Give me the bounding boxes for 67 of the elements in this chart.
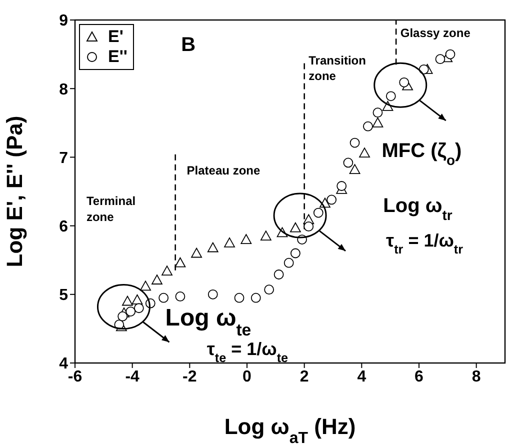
x-tick-label: 0 (242, 368, 252, 386)
x-tick-label: 6 (414, 368, 424, 386)
x-tick-label: 2 (300, 368, 309, 386)
legend-label: E' (108, 27, 124, 47)
point (234, 292, 244, 303)
annotation: Glassy zone (400, 26, 471, 40)
point (290, 248, 300, 258)
y-tick-label: 6 (59, 218, 68, 236)
point (240, 234, 252, 244)
point (399, 77, 410, 88)
point (207, 242, 218, 252)
point (326, 194, 337, 205)
point (132, 294, 143, 304)
point (118, 311, 128, 322)
annotation: Terminal zone (86, 194, 136, 224)
point (175, 292, 186, 302)
x-tick-label: -6 (68, 368, 82, 386)
point (372, 108, 383, 118)
point (152, 274, 162, 284)
legend-label: E'' (108, 47, 128, 67)
point (158, 292, 169, 303)
point (260, 230, 272, 241)
x-axis-title: Log ω$_{aT}$ (Hz) (224, 414, 356, 444)
point (304, 222, 314, 232)
annotation: B (181, 34, 196, 56)
y-tick-label: 4 (59, 356, 68, 373)
point (445, 49, 456, 60)
point (174, 257, 186, 268)
point (250, 292, 261, 303)
point (359, 148, 370, 158)
point (274, 270, 284, 280)
point (372, 117, 384, 128)
point (284, 258, 294, 268)
point (313, 208, 324, 218)
point (126, 306, 136, 316)
point (349, 164, 360, 174)
y-tick-label: 5 (59, 287, 68, 304)
point (264, 284, 274, 295)
point (191, 248, 202, 258)
x-tick-label: 8 (472, 368, 481, 386)
point (343, 158, 354, 168)
annotation: MFC (ζ$_{o}$) (382, 140, 462, 168)
point (162, 266, 172, 276)
y-tick-label: 7 (59, 150, 68, 167)
annotation: Log ω$_{tr}$ (383, 195, 453, 224)
point (386, 91, 396, 102)
point (363, 121, 373, 132)
point (208, 289, 218, 300)
annotation: τ$_{tr}$ = 1/ω$_{tr}$ (386, 230, 464, 256)
annotation: Log ω$_{te}$ (165, 304, 252, 339)
y-axis-title: Log E', E'' (Pa) (2, 116, 27, 268)
point (224, 238, 235, 248)
annotation: Transition zone (308, 54, 366, 84)
point (122, 296, 133, 306)
x-tick-label: -2 (182, 368, 197, 386)
y-tick-label: 9 (59, 12, 68, 30)
x-tick-label: 4 (357, 368, 366, 386)
y-tick-label: 8 (59, 81, 68, 98)
point (140, 280, 151, 291)
point (336, 181, 347, 191)
point (290, 222, 301, 232)
annotation: Plateau zone (186, 163, 260, 178)
x-tick-label: -4 (125, 368, 140, 386)
point (134, 303, 144, 314)
point (350, 138, 360, 148)
annotation: τ$_{te}$ = 1/ω$_{te}$ (206, 338, 288, 365)
point (435, 54, 446, 64)
